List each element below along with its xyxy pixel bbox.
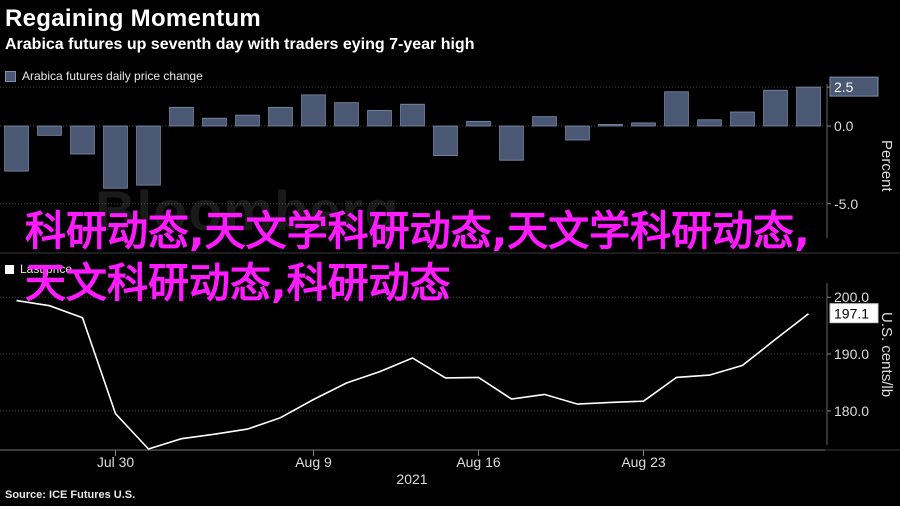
bar-y-tick-label: 0.0	[834, 118, 854, 134]
bar-mark	[433, 125, 458, 156]
bar-mark	[565, 125, 590, 141]
bar-last-value-label: 2.5	[834, 79, 854, 95]
bar-mark	[268, 106, 293, 127]
legend-swatch-line	[5, 264, 14, 274]
x-year-label: 2021	[396, 471, 427, 487]
line-y-tick-label: 190.0	[834, 346, 869, 362]
x-tick-label: Aug 9	[295, 454, 332, 470]
line-y-axis-label: U.S. cents/lb	[878, 312, 895, 397]
bar-mark	[730, 111, 755, 127]
legend-label-line: Last price	[20, 262, 73, 276]
bar-mark	[631, 122, 656, 127]
line-y-tick-label: 180.0	[834, 403, 869, 419]
bar-mark	[4, 125, 29, 172]
bar-mark	[103, 125, 128, 189]
x-tick-label: Jul 30	[97, 454, 135, 470]
bar-mark	[367, 110, 392, 127]
bar-mark	[136, 125, 161, 186]
bar-mark	[235, 114, 260, 127]
chart-title: Regaining Momentum	[5, 5, 262, 32]
legend-line: Last price	[5, 262, 72, 276]
bar-mark	[763, 89, 788, 127]
x-tick-label: Aug 23	[621, 454, 666, 470]
bar-mark	[169, 106, 194, 127]
legend-label-bars: Arabica futures daily price change	[22, 69, 203, 83]
bar-mark	[334, 102, 359, 127]
legend-swatch-bars	[5, 70, 16, 82]
bar-y-tick-label: -5.0	[834, 196, 858, 212]
bar-mark	[532, 116, 557, 127]
bar-mark	[202, 117, 227, 127]
line-last-value-box	[829, 303, 879, 324]
x-tick-label: Aug 16	[456, 454, 501, 470]
bar-mark	[37, 125, 62, 136]
bar-mark	[598, 124, 623, 127]
line-y-tick-label: 200.0	[834, 289, 869, 305]
watermark: Bloomberg	[95, 179, 400, 242]
source-note: Source: ICE Futures U.S.	[5, 489, 136, 501]
bar-mark	[664, 91, 689, 127]
bar-mark	[697, 119, 722, 127]
price-line	[16, 299, 809, 450]
bar-mark	[301, 94, 326, 127]
legend-bars: Arabica futures daily price change	[5, 69, 203, 83]
bar-mark	[796, 86, 821, 127]
bar-y-axis-label: Percent	[878, 140, 895, 193]
chart-subtitle: Arabica futures up seventh day with trad…	[5, 36, 475, 53]
bar-mark	[466, 120, 491, 127]
line-last-value-label: 197.1	[834, 306, 869, 322]
bar-mark	[70, 125, 95, 155]
bar-last-value-box	[829, 76, 879, 97]
bar-mark	[499, 125, 524, 161]
bar-mark	[400, 103, 425, 127]
